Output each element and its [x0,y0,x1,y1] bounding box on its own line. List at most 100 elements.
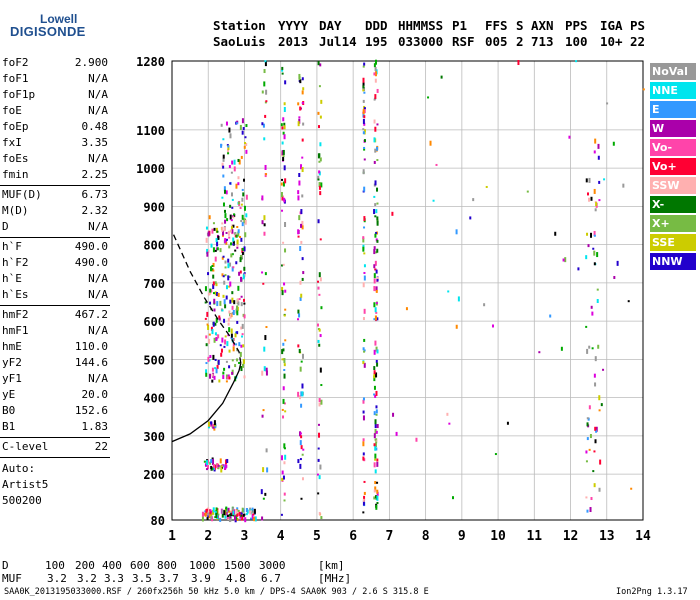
data-point [265,370,268,376]
data-point [452,496,455,500]
data-point [264,114,267,118]
data-point [217,465,220,470]
data-point [217,235,220,240]
data-point [212,509,215,515]
data-point [301,477,304,481]
y-tick-label: 500 [143,353,165,367]
data-point [240,276,243,282]
muf-cell: 3.7 [159,572,179,585]
data-point [317,111,320,115]
data-point [362,85,365,89]
data-point [281,349,284,355]
data-point [298,313,301,318]
data-point [210,465,213,469]
data-point [362,65,365,68]
data-point [300,391,303,397]
data-point [235,331,238,334]
param-name: yF1 [2,372,22,385]
data-point [239,124,242,130]
data-point [375,289,378,293]
data-point [585,496,588,499]
data-point [212,269,215,272]
data-point [225,231,228,234]
data-point [206,465,209,470]
data-point [440,75,443,79]
data-point [301,277,304,281]
header-label: HHMMSS [398,18,444,33]
data-point [282,263,285,266]
data-point [236,241,239,245]
data-point [206,251,209,257]
data-point [376,202,379,205]
data-point [375,269,378,274]
muf-cell: 200 [75,559,95,572]
data-point [281,69,284,72]
data-point [589,434,592,439]
data-point [205,372,208,377]
data-point [263,137,266,141]
data-point [236,120,239,124]
data-point [455,324,458,329]
param-value: N/A [88,88,108,101]
data-point [405,307,408,311]
data-point [585,450,588,454]
param-row: fmin 2.25 [2,167,108,183]
data-point [594,439,597,444]
data-point [221,196,224,199]
data-point [568,135,571,139]
data-point [318,475,321,480]
data-point [564,257,567,263]
data-point [597,155,600,160]
data-point [219,248,222,253]
data-point [240,155,243,159]
data-point [203,460,206,463]
data-point [210,459,213,464]
data-point [232,240,235,246]
data-point [210,421,213,427]
data-point [300,360,303,363]
data-point [236,298,239,304]
data-point [281,286,284,291]
data-point [362,118,365,124]
header-label: P1 [452,18,468,33]
data-point [245,149,248,154]
data-point [241,507,244,513]
data-point [319,334,322,338]
data-point [239,351,242,357]
data-point [214,281,217,285]
param-row: B1 1.83 [2,419,108,435]
data-point [317,447,320,450]
data-point [242,359,245,365]
data-point [317,458,320,462]
param-row: foF1p N/A [2,87,108,103]
data-point [376,187,379,192]
data-point [302,87,305,91]
data-point [240,220,243,223]
data-point [373,376,376,382]
data-point [210,289,213,293]
data-point [374,424,377,429]
y-tick-label: 1000 [136,162,165,176]
data-point [218,315,221,319]
data-point [231,291,234,295]
data-point [281,126,284,130]
data-point [235,183,238,189]
data-point [585,460,588,463]
param-name: hmF1 [2,324,29,337]
data-point [265,448,268,453]
data-point [237,301,240,306]
data-point [230,333,233,338]
data-point [284,308,287,311]
y-tick-label: 900 [143,200,165,214]
x-tick-label: 9 [458,529,466,544]
data-point [318,185,321,190]
param-value: N/A [88,72,108,85]
param-value: 2.25 [81,168,109,181]
data-point [373,489,376,493]
data-point [373,375,376,379]
data-point [281,477,284,481]
data-point [590,497,593,501]
data-point [281,264,284,267]
data-point [318,170,321,174]
muf-unit: [km] [318,559,345,572]
